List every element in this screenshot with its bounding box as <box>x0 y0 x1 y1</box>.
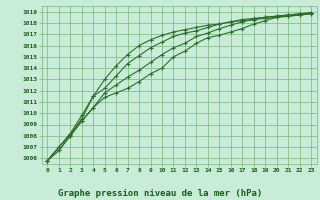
Text: Graphe pression niveau de la mer (hPa): Graphe pression niveau de la mer (hPa) <box>58 189 262 198</box>
